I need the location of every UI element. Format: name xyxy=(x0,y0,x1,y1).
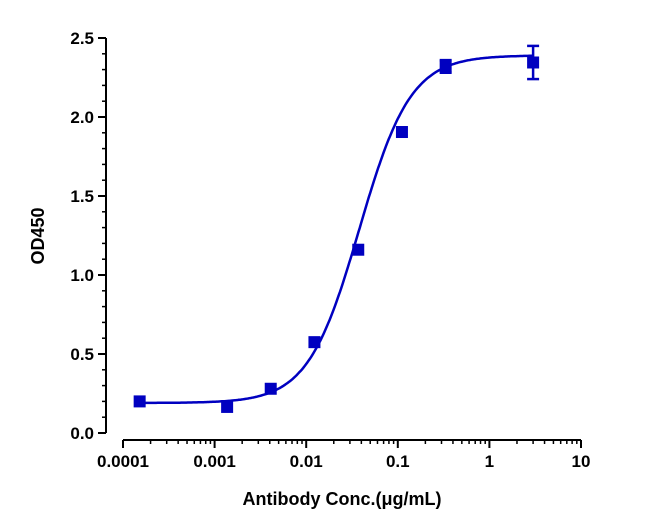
x-tick-label: 1 xyxy=(485,452,494,471)
data-point xyxy=(395,126,408,139)
fit-curve xyxy=(139,54,534,405)
y-tick-label: 0.5 xyxy=(70,345,94,364)
data-point xyxy=(264,382,277,395)
y-tick-label: 1.5 xyxy=(70,187,94,206)
y-tick-label: 0.0 xyxy=(70,424,94,443)
data-point xyxy=(308,336,321,349)
x-tick-label: 0.0001 xyxy=(97,452,149,471)
data-point xyxy=(439,60,452,73)
x-tick-label: 0.01 xyxy=(290,452,323,471)
x-tick-label: 0.1 xyxy=(386,452,410,471)
x-tick-label: 0.001 xyxy=(193,452,236,471)
data-point xyxy=(527,56,540,69)
x-axis-label: Antibody Conc.(μg/mL) xyxy=(243,489,442,509)
data-point xyxy=(221,400,234,413)
y-tick-label: 2.0 xyxy=(70,108,94,127)
y-axis-label: OD450 xyxy=(28,207,48,264)
y-tick-label: 2.5 xyxy=(70,29,94,48)
data-point xyxy=(133,395,146,408)
data-point xyxy=(352,243,365,256)
y-tick-label: 1.0 xyxy=(70,266,94,285)
x-tick-label: 10 xyxy=(572,452,591,471)
